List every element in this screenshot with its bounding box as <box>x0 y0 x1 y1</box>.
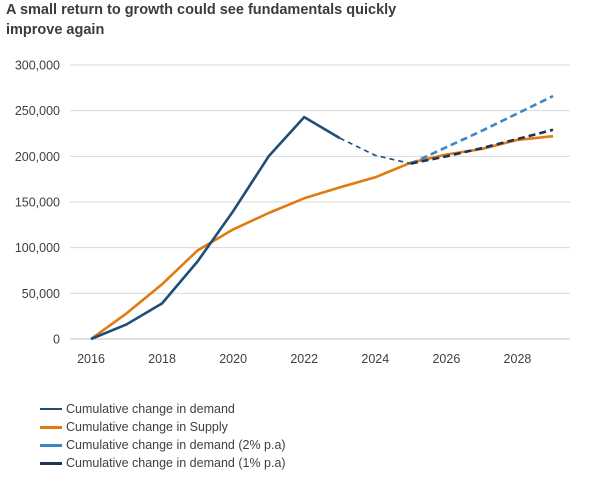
y-tick-label: 50,000 <box>22 287 60 301</box>
legend-label: Cumulative change in Supply <box>66 420 228 434</box>
legend-swatch <box>40 443 62 447</box>
legend-swatch <box>40 408 62 410</box>
legend: Cumulative change in demand Cumulative ch… <box>40 400 286 472</box>
grid-lines <box>70 64 570 340</box>
x-axis-ticks: 2016 2018 2020 2022 2024 2026 2028 <box>77 352 531 366</box>
legend-label: Cumulative change in demand (2% p.a) <box>66 438 286 452</box>
y-tick-label: 200,000 <box>15 150 60 164</box>
legend-item: Cumulative change in demand (1% p.a) <box>40 454 286 472</box>
x-tick-label: 2022 <box>290 352 318 366</box>
legend-label: Cumulative change in demand (1% p.a) <box>66 456 286 470</box>
x-tick-label: 2016 <box>77 352 105 366</box>
y-tick-label: 150,000 <box>15 196 60 210</box>
x-tick-label: 2024 <box>361 352 389 366</box>
legend-item: Cumulative change in demand <box>40 400 286 418</box>
y-tick-label: 0 <box>53 333 60 347</box>
x-tick-label: 2020 <box>219 352 247 366</box>
legend-swatch <box>40 461 62 465</box>
y-axis-ticks: 0 50,000 100,000 150,000 200,000 250,000 300,0… <box>15 59 60 347</box>
x-tick-label: 2018 <box>148 352 176 366</box>
chart-title: A small return to growth could see funda… <box>6 2 397 38</box>
legend-item: Cumulative change in Supply <box>40 418 286 436</box>
series-line-3 <box>410 94 554 165</box>
y-tick-label: 250,000 <box>15 104 60 118</box>
series-lines <box>90 94 554 341</box>
x-tick-label: 2026 <box>432 352 460 366</box>
legend-label: Cumulative change in demand <box>66 402 235 416</box>
y-tick-label: 300,000 <box>15 59 60 73</box>
y-tick-label: 100,000 <box>15 241 60 255</box>
series-line-0 <box>90 115 341 341</box>
legend-swatch <box>40 425 62 429</box>
legend-item: Cumulative change in demand (2% p.a) <box>40 436 286 454</box>
series-line-4 <box>410 128 554 165</box>
series-line-1 <box>339 137 411 165</box>
series-line-2 <box>90 134 554 341</box>
x-tick-label: 2028 <box>504 352 532 366</box>
